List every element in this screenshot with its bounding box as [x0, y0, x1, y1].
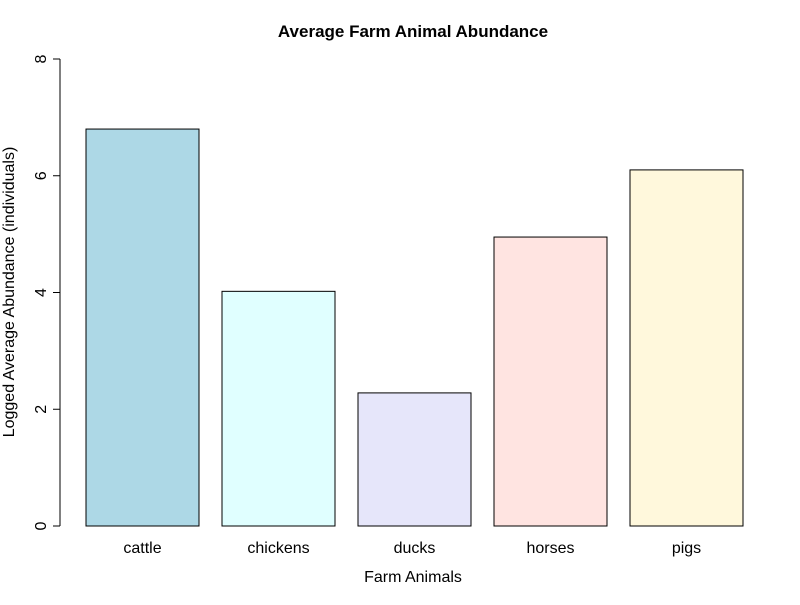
bar-ducks	[357, 392, 472, 527]
bars-group	[85, 128, 744, 527]
bar-chickens	[221, 290, 336, 527]
bar-horses	[493, 236, 608, 527]
category-label-horses: horses	[526, 540, 574, 557]
chart-title: Average Farm Animal Abundance	[278, 22, 548, 41]
category-label-ducks: ducks	[394, 540, 436, 557]
bar-cattle	[85, 128, 200, 527]
category-labels-group: cattle chickens ducks horses pigs	[123, 540, 701, 557]
y-tick-label: 8	[33, 54, 50, 63]
y-tick-label: 2	[33, 405, 50, 414]
y-tick-label: 4	[33, 288, 50, 297]
y-tick-label: 6	[33, 171, 50, 180]
category-label-chickens: chickens	[247, 540, 309, 557]
y-axis: 0 2 4 6 8	[33, 54, 61, 530]
y-axis-label: Logged Average Abundance (individuals)	[1, 147, 18, 438]
category-label-pigs: pigs	[672, 540, 701, 557]
x-axis-label: Farm Animals	[364, 569, 462, 586]
category-label-cattle: cattle	[123, 540, 161, 557]
y-tick-label: 0	[33, 521, 50, 530]
bar-pigs	[629, 169, 744, 527]
